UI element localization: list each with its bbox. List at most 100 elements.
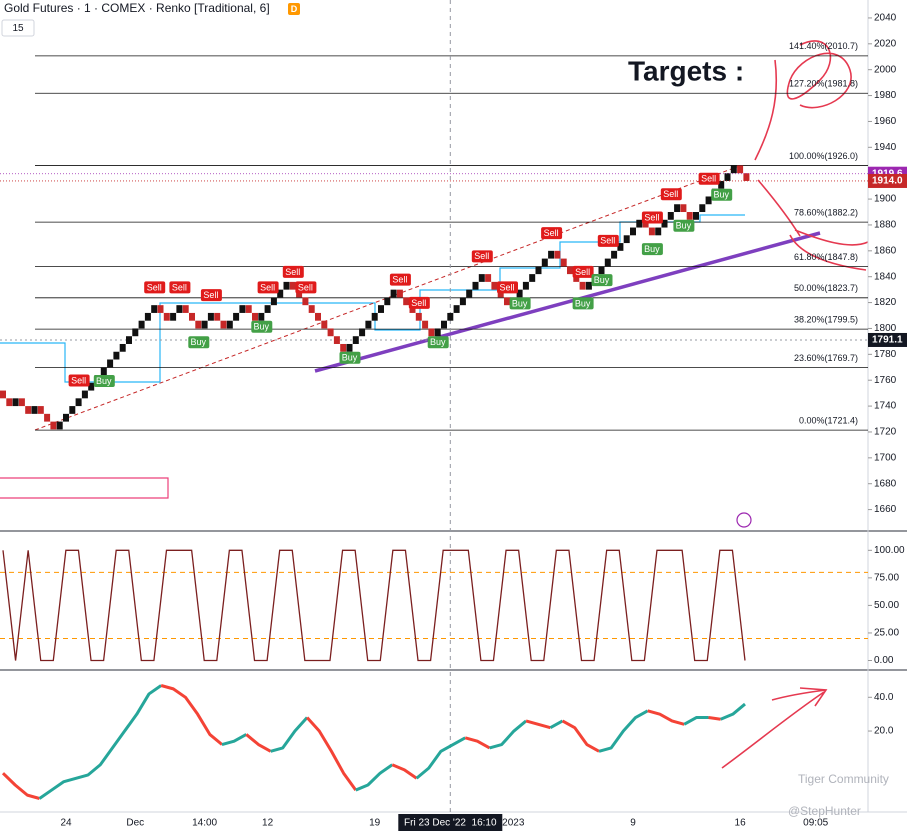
renko-brick (497, 289, 504, 298)
renko-brick (441, 320, 447, 329)
signal-label: Buy (96, 376, 112, 386)
y-tick-label: 1660 (874, 504, 897, 515)
x-tick-label: 16 (735, 818, 747, 829)
renko-brick (302, 297, 309, 306)
renko-brick (554, 250, 561, 259)
renko-brick (390, 289, 397, 298)
signal-label: Buy (594, 275, 610, 285)
y-tick-label: 25.00 (874, 628, 899, 639)
momentum-line (647, 709, 685, 726)
renko-brick (321, 320, 328, 329)
signal-bg (509, 297, 531, 310)
signal-label: Sell (147, 282, 162, 292)
renko-brick (453, 305, 460, 313)
price-label-bg (868, 173, 907, 188)
fib-label: 23.60%(1769.7) (794, 353, 858, 363)
renko-brick (233, 312, 240, 321)
signal-bg (257, 281, 279, 294)
price-label: 1914.0 (872, 176, 903, 187)
signal-label: Sell (600, 236, 615, 246)
interval-box[interactable] (1, 19, 35, 37)
signal-bg (597, 234, 619, 247)
momentum-line (561, 719, 600, 753)
fib-label: 38.20%(1799.5) (794, 314, 858, 324)
renko-brick (718, 180, 725, 189)
y-tick-label: 1740 (874, 401, 897, 412)
y-tick-label: 100.00 (874, 545, 905, 556)
signal-label: Sell (644, 212, 659, 222)
renko-brick (195, 320, 202, 329)
renko-brick (75, 398, 82, 407)
signal-bg (711, 188, 733, 201)
renko-brick (409, 305, 416, 313)
renko-brick (201, 320, 208, 329)
momentum-line (683, 716, 709, 726)
y-tick-label: 1840 (874, 271, 897, 282)
x-tick-label: Dec (126, 818, 144, 829)
fib-label: 0.00%(1721.4) (799, 416, 858, 426)
renko-brick (636, 219, 643, 228)
renko-brick (346, 343, 353, 352)
momentum-line (598, 709, 649, 753)
watermark-author: @StepHunter (788, 804, 861, 818)
x-tick-label: 19 (369, 818, 381, 829)
renko-brick (428, 328, 435, 337)
hand-drawing (754, 40, 869, 271)
renko-brick (163, 312, 170, 321)
renko-brick (239, 305, 246, 313)
renko-brick (648, 227, 655, 236)
signal-bg (408, 296, 430, 309)
renko-brick (113, 351, 120, 360)
renko-brick (352, 336, 359, 344)
x-tick-label: 9 (630, 818, 636, 829)
renko-brick (138, 320, 145, 329)
pink-stop-line (0, 477, 169, 499)
oscillator-line (2, 549, 746, 662)
renko-brick (730, 165, 737, 174)
y-tick-label: 50.00 (874, 600, 899, 611)
renko-brick (737, 165, 744, 174)
signal-bg (282, 265, 304, 278)
y-tick-label: 75.00 (874, 573, 899, 584)
renko-brick (535, 266, 542, 275)
renko-brick (18, 398, 25, 407)
renko-brick (214, 312, 221, 321)
renko-brick (289, 281, 296, 290)
lightning-icon[interactable] (736, 512, 752, 528)
renko-brick (504, 297, 510, 306)
momentum-line (38, 684, 162, 800)
renko-brick (478, 274, 485, 282)
y-tick-label: 2000 (874, 64, 897, 75)
x-tick-label: 2023 (502, 818, 525, 829)
crosshair-time: Fri 23 Dec '22 16:10 (404, 818, 497, 829)
renko-brick (44, 413, 51, 422)
fib-label: 61.80%(1847.8) (794, 252, 858, 262)
signal-label: Sell (285, 267, 300, 277)
renko-brick (170, 312, 177, 321)
renko-brick (308, 305, 315, 313)
signal-label: Buy (254, 322, 270, 332)
interval[interactable]: 15 (12, 23, 24, 34)
y-tick-label: 1700 (874, 452, 897, 463)
y-tick-label: 1960 (874, 116, 897, 127)
signal-label: Buy (676, 221, 692, 231)
renko-brick (699, 204, 706, 213)
x-tick-label: 12 (262, 818, 274, 829)
signal-bg (188, 336, 210, 349)
momentum-line (1, 772, 40, 800)
signal-bg (641, 211, 663, 224)
signal-bg (541, 227, 563, 240)
renko-brick (25, 406, 32, 414)
x-tick-label: 24 (60, 818, 72, 829)
renko-brick (459, 297, 466, 306)
renko-brick (434, 328, 441, 337)
signal-label: Sell (203, 290, 218, 300)
signal-label: Sell (499, 282, 514, 292)
renko-brick (415, 312, 422, 321)
renko-brick (88, 382, 95, 391)
signal-bg (169, 281, 191, 294)
renko-brick (157, 305, 164, 313)
